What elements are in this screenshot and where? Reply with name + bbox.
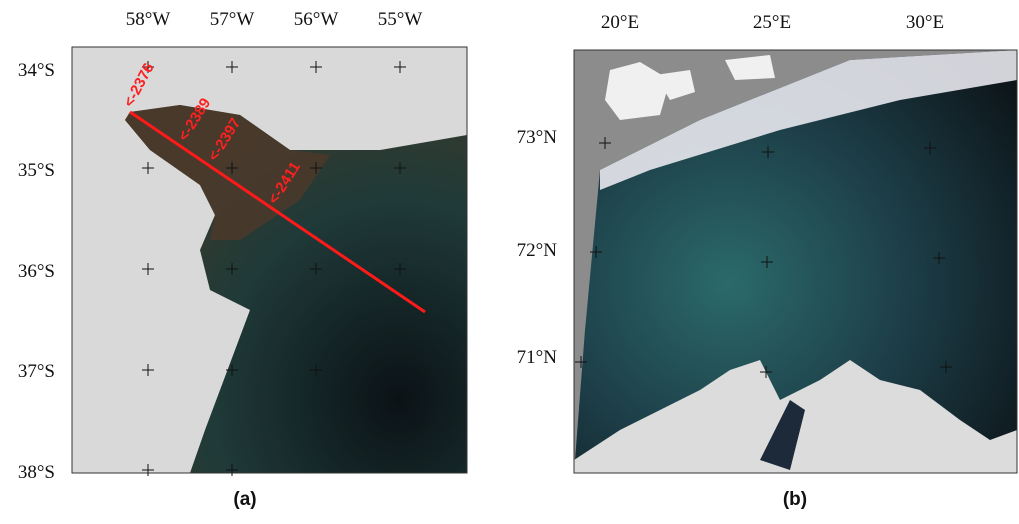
lat-label: 73°N [517, 127, 558, 148]
lat-label: 36°S [18, 261, 55, 282]
lat-label: 72°N [517, 240, 558, 261]
lat-label: 71°N [517, 347, 558, 368]
panel-a: 58°W 57°W 56°W 55°W 34°S 35°S 36°S 37°S … [18, 9, 467, 510]
caption: (a) [233, 489, 256, 510]
lon-label: 20°E [601, 12, 639, 33]
lat-label: 38°S [18, 462, 55, 483]
lon-label: 25°E [753, 12, 791, 33]
lat-label: 37°S [18, 361, 55, 382]
lon-label: 56°W [294, 9, 339, 30]
lat-label: 34°S [18, 60, 55, 81]
caption: (b) [783, 489, 807, 510]
lat-label: 35°S [18, 160, 55, 181]
figure: 58°W 57°W 56°W 55°W 34°S 35°S 36°S 37°S … [0, 0, 1019, 519]
lon-label: 30°E [906, 12, 944, 33]
lon-label: 58°W [126, 9, 171, 30]
lon-label: 55°W [378, 9, 423, 30]
panel-b: 20°E 25°E 30°E 73°N 72°N 71°N (b) [517, 12, 1017, 510]
lon-label: 57°W [210, 9, 255, 30]
